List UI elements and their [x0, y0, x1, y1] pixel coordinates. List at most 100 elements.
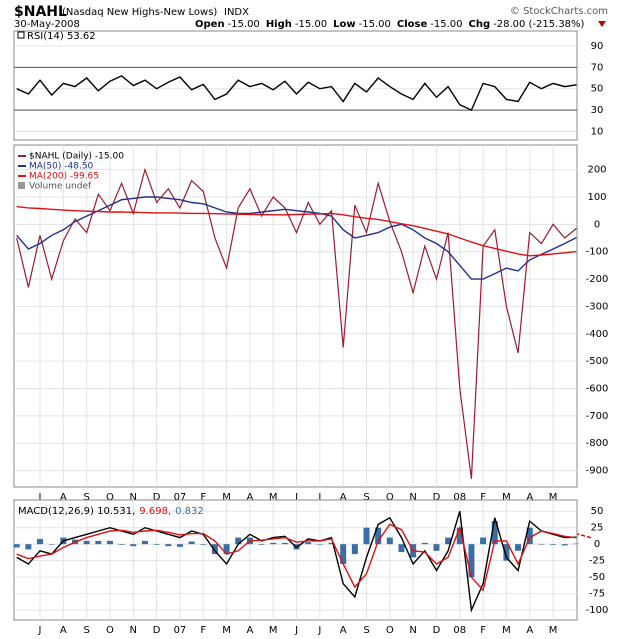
histogram-bar: [37, 538, 44, 545]
y-tick-label: 50: [591, 84, 604, 95]
y-tick-label: -50: [589, 572, 605, 583]
y-tick-label: 0: [594, 219, 600, 230]
histogram-bar: [106, 540, 113, 545]
panel-frame: [13, 499, 578, 621]
x-tick-label: D: [153, 492, 161, 503]
stat-value: -15.00: [430, 19, 462, 30]
histogram-bar: [550, 544, 557, 545]
histogram-bar: [445, 537, 452, 545]
x-tick-label: M: [269, 625, 278, 636]
x-tick-label: J: [294, 492, 298, 503]
histogram-bar: [421, 542, 428, 545]
histogram-bar: [25, 544, 32, 550]
legend-label: MA(50) -48.50: [29, 162, 94, 172]
legend-icon: [17, 31, 25, 39]
series-line: [16, 205, 577, 257]
histogram-bar: [515, 544, 522, 551]
x-tick-label: A: [60, 625, 67, 636]
histogram-bar: [503, 544, 510, 561]
y-tick-label: -100: [586, 605, 609, 616]
x-tick-label: O: [386, 492, 394, 503]
y-tick-label: -25: [589, 556, 605, 567]
y-tick-label: -200: [586, 274, 609, 285]
legend-label: RSI(14) 53.62: [27, 31, 96, 42]
series-line: [16, 511, 577, 613]
series-line: [16, 523, 577, 592]
y-tick-label: 25: [591, 523, 604, 534]
histogram-bar: [561, 544, 568, 546]
legend-label: Volume undef: [29, 182, 92, 192]
histogram-bar: [468, 544, 475, 578]
histogram-bar: [48, 544, 55, 545]
x-tick-label: J: [38, 625, 42, 636]
y-tick-label: -100: [586, 247, 609, 258]
histogram-bar: [433, 544, 440, 551]
x-tick-label: O: [106, 625, 114, 636]
stat-label: Low: [333, 19, 355, 30]
x-tick-label: N: [130, 625, 137, 636]
histogram-bar: [398, 544, 405, 553]
x-tick-label: A: [246, 625, 253, 636]
histogram-bar: [188, 541, 195, 545]
histogram-bar: [351, 544, 358, 555]
y-tick-label: 30: [591, 105, 604, 116]
legend-swatch: [18, 182, 25, 189]
x-tick-label: M: [502, 625, 511, 636]
x-tick-label: S: [83, 625, 89, 636]
x-tick-label: J: [294, 625, 298, 636]
histogram-bar: [211, 544, 218, 555]
stat-label: Open: [195, 19, 225, 30]
stat-value: -15.00: [228, 19, 260, 30]
histogram-bar: [305, 542, 312, 545]
histogram-bar: [491, 521, 498, 545]
x-tick-label: M: [269, 492, 278, 503]
y-tick-label: -900: [586, 466, 609, 477]
x-tick-label: 08: [453, 625, 466, 636]
y-tick-label: -600: [586, 384, 609, 395]
x-tick-label: M: [549, 625, 558, 636]
histogram-bar: [316, 544, 323, 545]
x-tick-label: F: [480, 625, 486, 636]
x-tick-label: A: [340, 625, 347, 636]
y-tick-label: -300: [586, 301, 609, 312]
stats: Open -15.00 High -15.00 Low -15.00 Close -15.00…: [195, 19, 585, 30]
histogram-bar: [153, 544, 160, 545]
histogram-bar: [258, 544, 265, 545]
y-tick-label: 0: [594, 539, 600, 550]
histogram-bar: [130, 544, 137, 547]
histogram-bar: [165, 544, 172, 547]
y-tick-label: 50: [591, 506, 604, 517]
histogram-bar: [176, 544, 183, 547]
histogram-bar: [340, 544, 347, 564]
x-tick-label: A: [60, 492, 67, 503]
histogram-bar: [118, 544, 125, 545]
x-tick-label: O: [106, 492, 114, 503]
x-tick-label: D: [433, 492, 441, 503]
x-tick-label: A: [526, 492, 533, 503]
stat-value: -15.00: [295, 19, 327, 30]
x-tick-label: D: [153, 625, 161, 636]
stat-value: -15.00: [359, 19, 391, 30]
x-tick-label: M: [222, 492, 231, 503]
x-tick-label: D: [433, 625, 441, 636]
histogram-bar: [83, 540, 90, 545]
series-line: [16, 75, 577, 112]
x-tick-label: S: [363, 492, 369, 503]
histogram-bar: [235, 537, 242, 545]
y-tick-label: -75: [589, 589, 605, 600]
legend-label: 9.698,: [139, 506, 171, 517]
histogram-bar: [526, 527, 533, 545]
legend-label: $NAHL (Daily) -15.00: [29, 152, 124, 162]
histogram-bar: [200, 544, 207, 545]
histogram-bar: [223, 544, 230, 555]
exchange: INDX: [224, 7, 249, 18]
y-tick-label: -800: [586, 438, 609, 449]
histogram-bar: [13, 544, 20, 548]
histogram-bar: [141, 540, 148, 545]
stat-label: High: [266, 19, 292, 30]
x-tick-label: A: [340, 492, 347, 503]
panel-frame: [13, 144, 578, 488]
histogram-bar: [386, 537, 393, 545]
y-tick-label: 10: [591, 126, 604, 137]
